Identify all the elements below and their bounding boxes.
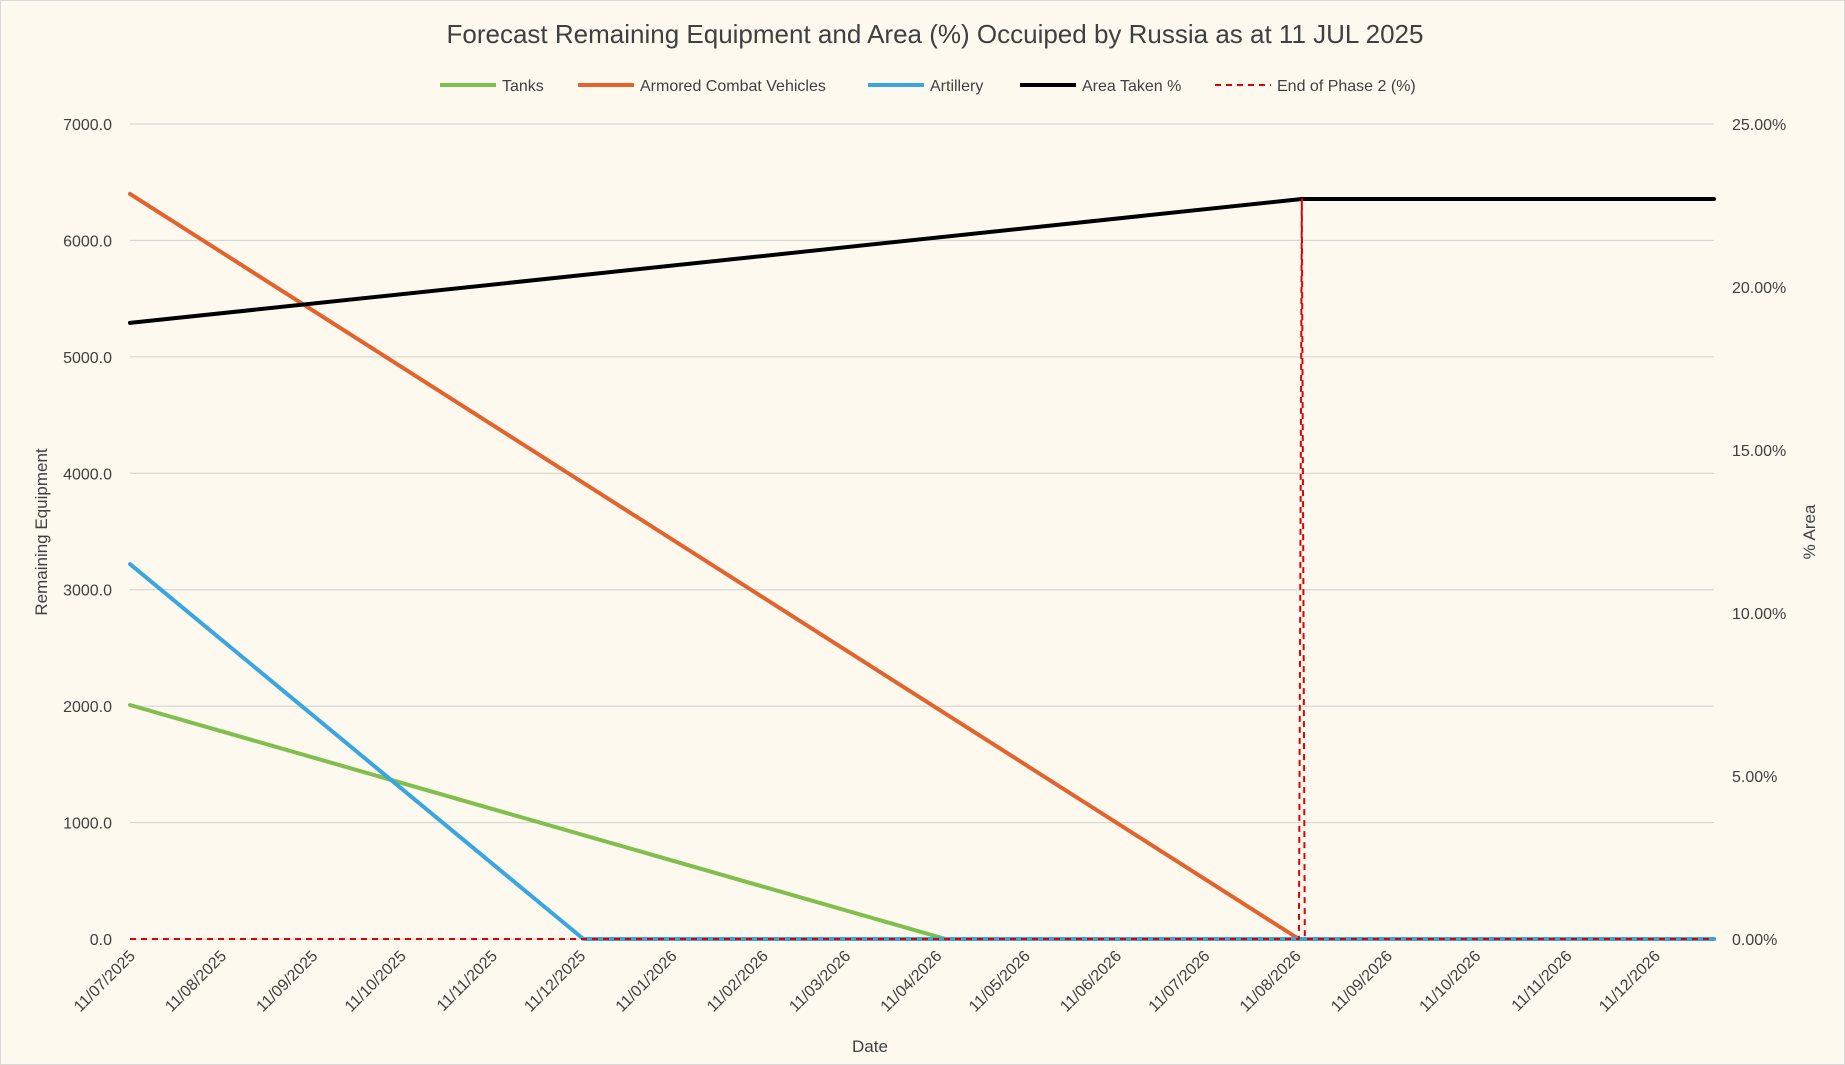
x-axis-title: Date — [852, 1037, 888, 1056]
y2-tick-label: 10.00% — [1732, 606, 1786, 623]
legend-label-end-of-phase-2: End of Phase 2 (%) — [1277, 78, 1416, 95]
y-axis-left: 0.0 1000.0 2000.0 3000.0 4000.0 5000.0 6000.0 7… — [63, 117, 112, 949]
y2-axis-title: % Area — [1800, 504, 1819, 559]
series-line-end-of-phase-2 — [130, 198, 1714, 940]
legend-label-artillery: Artillery — [930, 78, 983, 95]
y-tick-label: 3000.0 — [63, 583, 112, 600]
legend-label-area-taken: Area Taken % — [1082, 78, 1181, 95]
legend-label-tanks: Tanks — [502, 78, 544, 95]
y2-tick-label: 20.00% — [1732, 280, 1786, 297]
legend: Tanks Armored Combat Vehicles Artillery Are… — [440, 78, 1416, 95]
y-tick-label: 6000.0 — [63, 233, 112, 250]
y-axis-title: Remaining Equipment — [32, 448, 51, 616]
y-tick-label: 1000.0 — [63, 816, 112, 833]
y-tick-label: 0.0 — [90, 932, 112, 949]
y2-tick-label: 5.00% — [1732, 769, 1777, 786]
y2-tick-label: 15.00% — [1732, 443, 1786, 460]
legend-label-armored-combat-vehicles: Armored Combat Vehicles — [640, 78, 826, 95]
plot-area — [128, 191, 1716, 941]
y-tick-label: 4000.0 — [63, 466, 112, 483]
y-tick-label: 7000.0 — [63, 117, 112, 134]
y-tick-label: 5000.0 — [63, 350, 112, 367]
y-axis-right: 0.00% 5.00% 10.00% 15.00% 20.00% 25.00% — [1732, 117, 1786, 949]
y2-tick-label: 25.00% — [1732, 117, 1786, 134]
grid — [130, 123, 1714, 940]
y2-tick-label: 0.00% — [1732, 932, 1777, 949]
y-tick-label: 2000.0 — [63, 699, 112, 716]
chart-title: Forecast Remaining Equipment and Area (%… — [447, 19, 1424, 49]
